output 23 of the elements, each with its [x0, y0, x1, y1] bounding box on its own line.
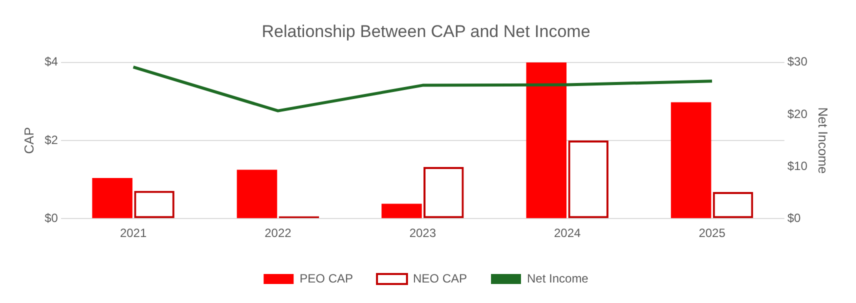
x-tick-label: 2023	[409, 226, 436, 240]
x-tick-label: 2022	[264, 226, 292, 240]
bar	[526, 62, 567, 218]
y-axis-title: CAP	[21, 127, 36, 154]
x-tick-label: 2021	[120, 226, 147, 240]
legend-label: Net Income	[527, 271, 589, 286]
bar	[382, 204, 422, 218]
y2-tick-label: $0	[787, 210, 802, 225]
x-tick-label: 2025	[698, 226, 726, 240]
y-tick-label: $4	[44, 54, 58, 69]
y2-axis-title: Net Income	[816, 107, 831, 174]
bar	[670, 102, 712, 218]
bar	[92, 178, 132, 218]
y-tick-label: $2	[44, 132, 58, 147]
y2-tick-label: $30	[787, 54, 808, 69]
bar	[236, 170, 278, 218]
legend-label: PEO CAP	[300, 271, 353, 286]
y2-tick-label: $20	[787, 106, 808, 121]
x-tick-label: 2024	[554, 226, 582, 240]
chart-title: Relationship Between CAP and Net Income	[262, 22, 590, 41]
y-tick-label: $0	[44, 210, 58, 225]
y2-tick-label: $10	[787, 158, 808, 173]
legend-label: NEO CAP	[412, 271, 468, 286]
